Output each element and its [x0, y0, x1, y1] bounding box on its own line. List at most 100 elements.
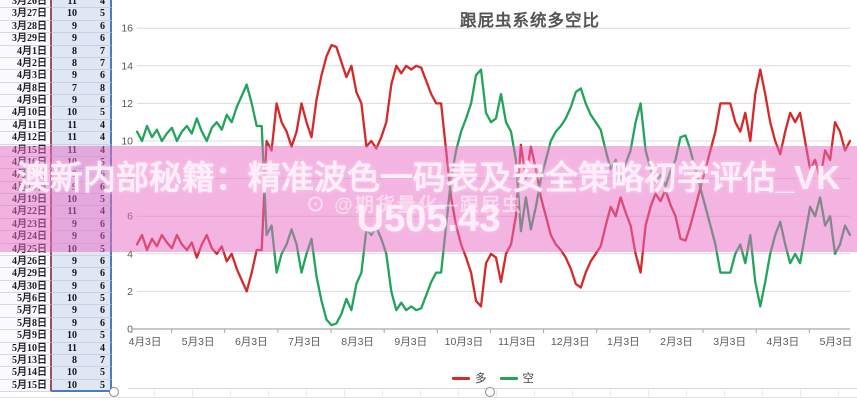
table-row[interactable]: 5月7日 9 6 [0, 305, 114, 318]
cell-date[interactable]: 4月9日 [0, 95, 52, 108]
table-row[interactable]: 3月28日 9 6 [0, 20, 114, 34]
table-row[interactable]: 5月14日 10 5 [0, 367, 114, 380]
cell-date[interactable]: 4月12日 [0, 132, 52, 145]
cell-short[interactable]: 7 [82, 45, 112, 58]
legend-item-short[interactable]: 空 [522, 373, 535, 385]
chart-selection-handle[interactable] [485, 387, 495, 397]
cell-long[interactable]: 8 [52, 57, 82, 71]
cell-short[interactable]: 4 [82, 119, 112, 133]
cell-short[interactable]: 6 [82, 95, 112, 108]
table-row[interactable]: 4月10日 10 5 [0, 107, 114, 120]
cell-long[interactable]: 10 [52, 367, 82, 380]
table-row[interactable]: 4月3日 9 6 [0, 70, 114, 83]
table-row[interactable]: 5月6日 10 5 [0, 293, 114, 306]
cell-long[interactable]: 8 [52, 354, 82, 368]
cell-short[interactable]: 6 [82, 70, 112, 83]
cell-long[interactable]: 9 [52, 317, 82, 331]
cell-short[interactable]: 4 [82, 132, 112, 145]
cell-date[interactable]: 5月10日 [0, 342, 52, 355]
cell-long[interactable]: 9 [52, 70, 82, 83]
table-row[interactable]: 4月8日 7 8 [0, 82, 114, 95]
cell-date[interactable]: 3月26日 [0, 0, 52, 9]
cell-date[interactable]: 4月1日 [0, 45, 52, 58]
cell-long[interactable]: 9 [52, 33, 82, 46]
cell-short[interactable]: 6 [82, 280, 112, 293]
cell-date[interactable]: 5月13日 [0, 354, 52, 368]
series-line-short[interactable] [135, 68, 852, 327]
cell-long[interactable]: 8 [52, 45, 82, 58]
cell-short[interactable]: 8 [82, 82, 112, 95]
cell-short[interactable]: 6 [82, 268, 112, 281]
table-row[interactable]: 5月10日 11 4 [0, 342, 114, 355]
cell-date[interactable]: 5月8日 [0, 317, 52, 331]
cell-long[interactable]: 9 [52, 305, 82, 318]
cell-long[interactable]: 9 [52, 268, 82, 281]
cell-date[interactable]: 4月3日 [0, 70, 52, 83]
cell-short[interactable]: 4 [82, 342, 112, 355]
table-row[interactable]: 5月9日 10 5 [0, 330, 114, 343]
cell-long[interactable]: 11 [52, 342, 82, 355]
table-row[interactable]: 3月26日 11 4 [0, 0, 114, 9]
cell-date[interactable]: 4月10日 [0, 107, 52, 120]
cell-short[interactable]: 6 [82, 305, 112, 318]
cell-short[interactable]: 5 [82, 8, 112, 21]
cell-long[interactable]: 9 [52, 280, 82, 293]
table-row[interactable]: 4月11日 11 4 [0, 119, 114, 133]
cell-short[interactable]: 4 [82, 0, 112, 9]
table-row[interactable]: 5月15日 10 5 [0, 379, 114, 392]
table-row[interactable]: 4月1日 8 7 [0, 45, 114, 58]
cell-short[interactable]: 5 [82, 330, 112, 343]
cell-long[interactable]: 10 [52, 330, 82, 343]
cell-long[interactable]: 10 [52, 293, 82, 306]
cell-date[interactable]: 5月7日 [0, 305, 52, 318]
cell-short[interactable]: 5 [82, 379, 112, 392]
cell-long[interactable]: 10 [52, 379, 82, 392]
table-row[interactable]: 3月27日 10 5 [0, 8, 114, 21]
table-row[interactable]: 4月9日 9 6 [0, 95, 114, 108]
legend-item-long[interactable]: 多 [475, 373, 487, 385]
cell-date[interactable]: 3月28日 [0, 20, 52, 34]
cell-long[interactable]: 7 [52, 82, 82, 95]
table-row[interactable]: 4月12日 11 4 [0, 132, 114, 145]
cell-long[interactable]: 11 [52, 119, 82, 133]
cell-date[interactable]: 5月14日 [0, 367, 52, 380]
cell-date[interactable]: 5月15日 [0, 379, 52, 392]
table-row[interactable]: 5月13日 8 7 [0, 354, 114, 368]
cell-short[interactable]: 5 [82, 293, 112, 306]
cell-short[interactable]: 6 [82, 20, 112, 34]
table-row[interactable]: 4月2日 8 7 [0, 57, 114, 71]
table-row[interactable]: 5月8日 9 6 [0, 317, 114, 331]
cell-short[interactable]: 6 [82, 317, 112, 331]
cell-long[interactable]: 9 [52, 255, 82, 269]
cell-date[interactable]: 4月2日 [0, 57, 52, 71]
series-line-long[interactable] [135, 43, 852, 308]
table-row[interactable]: 3月29日 9 6 [0, 33, 114, 46]
cell-long[interactable]: 10 [52, 8, 82, 21]
table-row[interactable]: 4月30日 9 6 [0, 280, 114, 293]
cell-long[interactable]: 11 [52, 132, 82, 145]
cell-date[interactable]: 4月11日 [0, 119, 52, 133]
cell-date[interactable]: 4月29日 [0, 268, 52, 281]
table-row[interactable]: 4月26日 9 6 [0, 255, 114, 269]
cell-long[interactable]: 9 [52, 95, 82, 108]
cell-short[interactable]: 5 [82, 367, 112, 380]
cell-date[interactable]: 3月29日 [0, 33, 52, 46]
table-row[interactable]: 4月29日 9 6 [0, 268, 114, 281]
cell-short[interactable]: 5 [82, 107, 112, 120]
cell-long[interactable]: 10 [52, 107, 82, 120]
cell-date[interactable]: 5月6日 [0, 293, 52, 306]
cell-date[interactable]: 5月9日 [0, 330, 52, 343]
cell-short[interactable]: 6 [82, 33, 112, 46]
cell-short[interactable]: 7 [82, 57, 112, 71]
selection-handle[interactable] [109, 387, 119, 397]
cell-date[interactable]: 4月26日 [0, 255, 52, 269]
chart-legend[interactable]: 多 空 [452, 370, 542, 386]
cell-date[interactable]: 4月8日 [0, 82, 52, 95]
cell-date[interactable]: 3月27日 [0, 8, 52, 21]
cell-long[interactable]: 9 [52, 20, 82, 34]
cell-date[interactable]: 4月30日 [0, 280, 52, 293]
cell-long[interactable]: 11 [52, 0, 82, 9]
cell-short[interactable]: 7 [82, 354, 112, 368]
cell-short[interactable]: 6 [82, 255, 112, 269]
